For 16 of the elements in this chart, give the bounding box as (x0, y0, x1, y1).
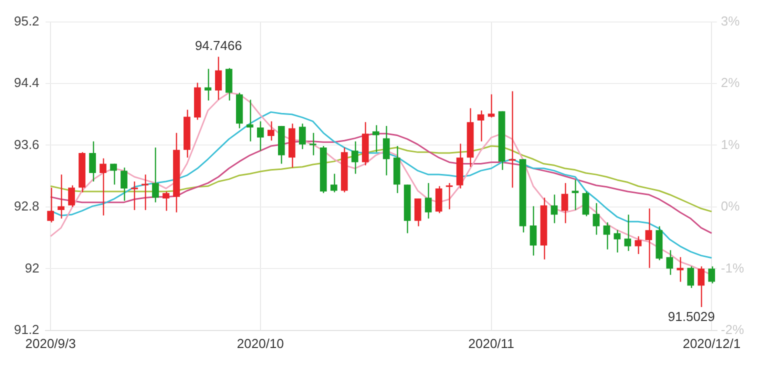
annotation: 94.7466 (194, 38, 242, 53)
y-tick-label: 91.2 (14, 322, 40, 337)
y-tick-label: 95.2 (14, 13, 40, 28)
y-tick-label: 92.8 (14, 198, 40, 214)
y-tick-label: 93.6 (14, 136, 40, 152)
annotation: 91.5029 (668, 309, 715, 324)
x-tick-label: 2020/10 (236, 336, 284, 351)
x-tick-label: 2020/9/3 (25, 336, 76, 351)
x-tick-label: 2020/11 (468, 336, 514, 351)
x-tick-label: 2020/12/1 (682, 336, 741, 351)
candlestick (708, 266, 716, 284)
candlestick (330, 173, 338, 193)
candlestick (58, 174, 64, 220)
candlestick (162, 190, 170, 212)
y-tick-label: 92 (24, 260, 40, 276)
y-tick-label: 94.4 (14, 75, 40, 90)
